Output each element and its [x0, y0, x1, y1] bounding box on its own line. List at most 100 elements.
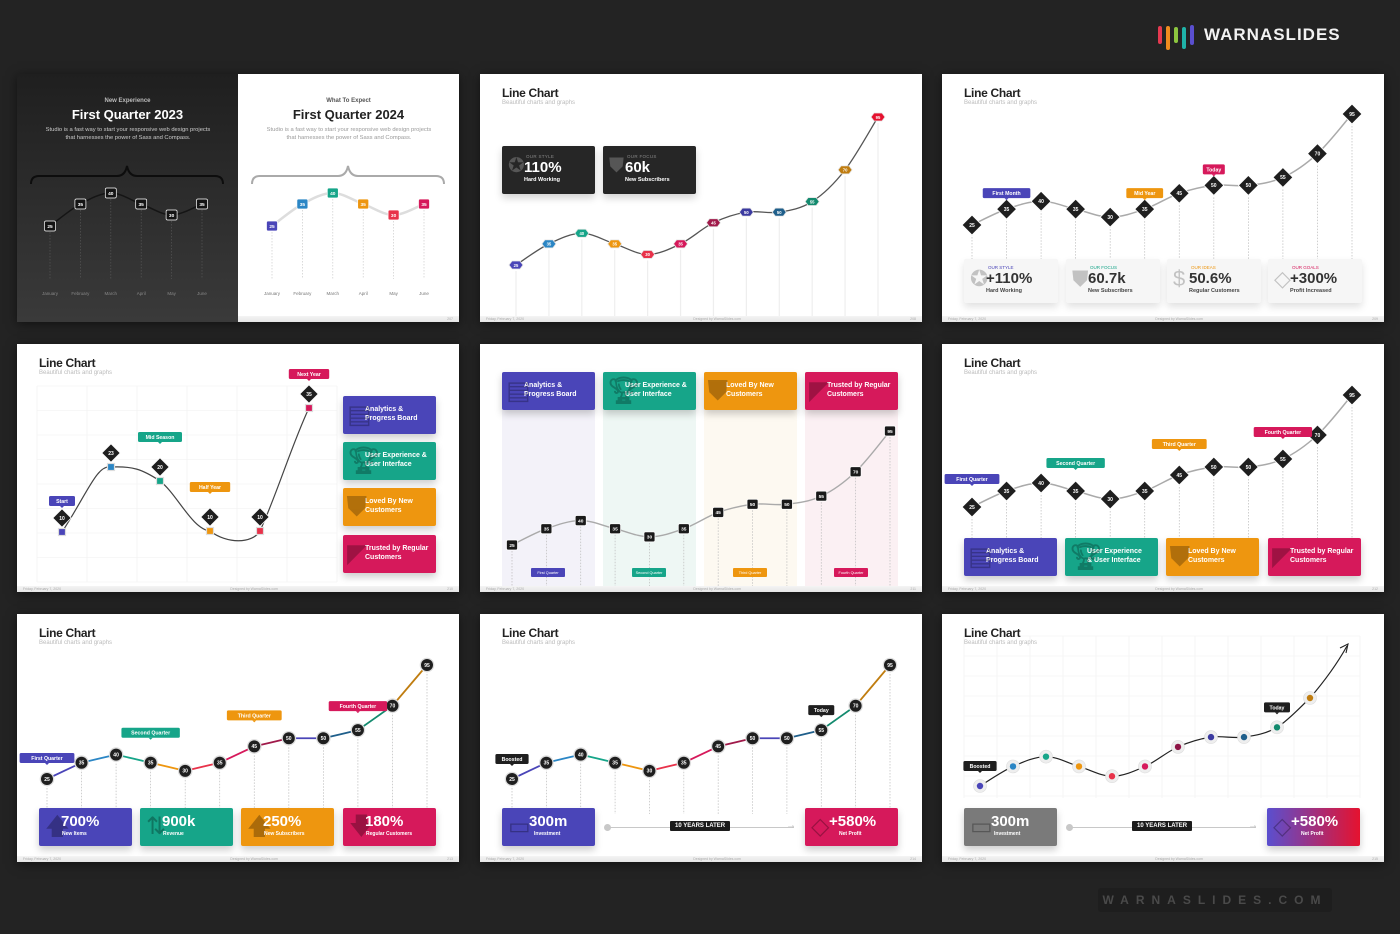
- svg-text:20: 20: [157, 465, 163, 471]
- svg-text:50: 50: [784, 502, 790, 508]
- svg-text:35: 35: [1004, 207, 1010, 213]
- slide-footer: Friday, February 7, 2020 Designed by Warn…: [480, 856, 922, 862]
- svg-text:35: 35: [199, 202, 205, 208]
- category-card-trusted: ◤ Trusted by Regular Customers: [343, 535, 436, 573]
- category-card-loved: ⛊ Loved By New Customers: [343, 488, 436, 526]
- svg-text:May: May: [389, 291, 398, 296]
- net-profit-card: ◇ +580% Net Profit: [1267, 808, 1360, 846]
- slide-title: Line Chart: [39, 626, 96, 640]
- slide-title: Line Chart: [502, 86, 559, 100]
- analytics-icon: ▤: [506, 375, 531, 405]
- svg-text:50: 50: [750, 736, 756, 742]
- svg-text:10: 10: [257, 515, 263, 521]
- svg-text:35: 35: [1004, 489, 1010, 495]
- brand-logo: WARNASLIDES: [1158, 22, 1341, 50]
- slide-line-chart-categories[interactable]: Line Chart Beautiful charts and graphs 2…: [942, 344, 1384, 592]
- category-card-ux: 🏆︎ User Experience & User Interface: [1065, 538, 1158, 576]
- user-shield-icon: ⛊: [1072, 266, 1089, 291]
- user-shield-icon: ⛊: [1170, 541, 1190, 571]
- slide-footer: Friday, February 7, 2020 Designed by Warn…: [480, 586, 922, 592]
- svg-text:35: 35: [1142, 207, 1148, 213]
- svg-text:Third Quarter: Third Quarter: [739, 571, 762, 575]
- user-shield-icon: ⛊: [708, 375, 728, 405]
- svg-text:40: 40: [578, 752, 584, 758]
- svg-text:35: 35: [306, 392, 312, 398]
- arrow-down-icon: 🡇: [349, 813, 374, 840]
- money-icon: ▭: [508, 813, 531, 840]
- chart-triangle-icon: ◤: [1272, 541, 1292, 571]
- svg-text:25: 25: [509, 543, 515, 549]
- svg-text:25: 25: [44, 777, 50, 783]
- line-chart: Boosted Today: [963, 635, 1361, 798]
- slide-quarter-columns[interactable]: 25 35 40 35 30 35 45 50 50 55 70 95 First Quarter Sec…: [480, 344, 922, 592]
- svg-text:35: 35: [217, 761, 223, 767]
- svg-text:25: 25: [47, 224, 53, 230]
- slide-line-chart-investment[interactable]: Line Chart Beautiful charts and graphs 2…: [480, 614, 922, 862]
- svg-text:35: 35: [547, 242, 552, 247]
- slide-title: Line Chart: [502, 626, 559, 640]
- svg-text:25: 25: [969, 505, 975, 511]
- slide-subtitle: Beautiful charts and graphs: [39, 370, 113, 376]
- slide-footer: Friday, February 7, 2020 Designed by Warn…: [480, 316, 922, 322]
- svg-text:50: 50: [1211, 465, 1217, 471]
- svg-text:Mid Season: Mid Season: [146, 435, 175, 441]
- svg-text:Fourth Quarter: Fourth Quarter: [839, 571, 865, 575]
- svg-text:June: June: [197, 291, 207, 296]
- svg-text:50: 50: [1211, 183, 1217, 189]
- slide-line-chart-dark-stats[interactable]: Line Chart Beautiful charts and graphs 2…: [480, 74, 922, 322]
- svg-text:25: 25: [969, 223, 975, 229]
- svg-text:30: 30: [647, 535, 653, 541]
- svg-text:30: 30: [645, 252, 650, 257]
- category-card-ux: 🏆︎ User Experience & User Interface: [603, 372, 696, 410]
- svg-text:70: 70: [853, 470, 859, 476]
- stat-card: ◇ OUR GOALS +300% Profit Increased: [1268, 259, 1362, 303]
- slide-line-chart-grid-arrow[interactable]: Boosted Today Line Chart Beautiful charts…: [942, 614, 1384, 862]
- svg-text:50: 50: [744, 210, 749, 215]
- brand-bars-icon: [1158, 22, 1194, 50]
- category-card-ux: 🏆︎ User Experience & User Interface: [343, 442, 436, 480]
- svg-text:January: January: [42, 291, 59, 296]
- line-chart: 25 35 40 35 30 35 45 50 50 55 70 95: [508, 112, 886, 318]
- panel-body: Studio is a fast way to start your respo…: [45, 127, 211, 141]
- svg-text:45: 45: [251, 744, 257, 750]
- slide-line-chart-kpis[interactable]: Line Chart Beautiful charts and graphs 2…: [17, 614, 459, 862]
- net-profit-card: ◇ +580% Net Profit: [805, 808, 898, 846]
- svg-text:55: 55: [1280, 457, 1286, 463]
- svg-text:70: 70: [843, 168, 848, 173]
- slide-subtitle: Beautiful charts and graphs: [39, 640, 113, 646]
- svg-text:First Quarter: First Quarter: [31, 756, 62, 762]
- category-card-analytics: ▤ Analytics & Progress Board: [502, 372, 595, 410]
- svg-text:40: 40: [330, 191, 336, 197]
- arrows-updown-icon: ⇅: [146, 813, 167, 840]
- slide-line-chart-wave[interactable]: Line Chart Beautiful charts and graphs 1…: [17, 344, 459, 592]
- category-card-trusted: ◤ Trusted by Regular Customers: [805, 372, 898, 410]
- arrow-up-icon: 🡅: [247, 813, 272, 840]
- svg-text:March: March: [327, 291, 340, 296]
- kpi-card: 🡅 700% New Items: [39, 808, 132, 846]
- svg-text:50: 50: [1246, 465, 1252, 471]
- svg-text:55: 55: [818, 728, 824, 734]
- svg-text:40: 40: [1038, 199, 1044, 205]
- slide-subtitle: Beautiful charts and graphs: [964, 370, 1038, 376]
- slide-line-chart-diamonds[interactable]: Line Chart Beautiful charts and graphs 2…: [942, 74, 1384, 322]
- svg-text:April: April: [137, 291, 146, 296]
- slide-first-quarter[interactable]: New Experience First Quarter 2023 Studio…: [17, 74, 459, 322]
- slide-footer: Friday, February 7, 2020 Designed by Warn…: [942, 586, 1384, 592]
- kpi-card: 🡇 180% Regular Customers: [343, 808, 436, 846]
- svg-text:70: 70: [1315, 433, 1321, 439]
- arrow-up-icon: 🡅: [45, 813, 70, 840]
- slide-title: Line Chart: [964, 356, 1021, 370]
- stat-card: $ OUR IDEAS 50.6% Regular Customers: [1167, 259, 1261, 303]
- svg-text:35: 35: [300, 202, 306, 208]
- svg-text:35: 35: [681, 527, 687, 533]
- slide-title: Line Chart: [39, 356, 96, 370]
- svg-text:30: 30: [1107, 497, 1113, 503]
- svg-text:50: 50: [750, 502, 756, 508]
- kpi-card: 🡅 250% New Subscribers: [241, 808, 334, 846]
- svg-text:95: 95: [887, 663, 893, 669]
- svg-text:35: 35: [78, 202, 84, 208]
- svg-text:35: 35: [544, 527, 550, 533]
- svg-text:45: 45: [715, 744, 721, 750]
- svg-text:50: 50: [321, 736, 327, 742]
- line-chart: 25 35 40 35 30 35 45 50 50 55 70 95 First Quarter Sec…: [19, 657, 435, 808]
